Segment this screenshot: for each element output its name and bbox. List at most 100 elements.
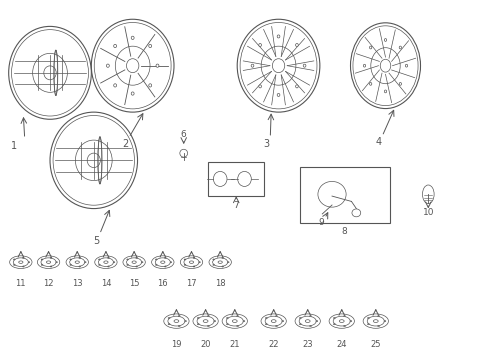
Ellipse shape (113, 44, 116, 48)
Text: 20: 20 (200, 340, 210, 349)
Ellipse shape (164, 257, 166, 258)
Ellipse shape (309, 316, 311, 317)
Text: 23: 23 (302, 340, 312, 349)
Ellipse shape (126, 264, 128, 265)
Text: 12: 12 (43, 279, 54, 288)
Text: 25: 25 (370, 340, 380, 349)
Ellipse shape (207, 325, 209, 327)
Text: 6: 6 (181, 130, 186, 139)
Ellipse shape (193, 266, 194, 267)
Ellipse shape (277, 94, 279, 96)
Ellipse shape (299, 318, 301, 319)
Ellipse shape (131, 36, 134, 40)
Ellipse shape (156, 64, 159, 67)
Text: 5: 5 (93, 236, 99, 246)
Ellipse shape (212, 259, 214, 260)
Ellipse shape (405, 64, 407, 67)
Ellipse shape (164, 266, 166, 267)
Text: 17: 17 (186, 279, 196, 288)
Ellipse shape (107, 266, 109, 267)
Text: 11: 11 (16, 279, 26, 288)
Ellipse shape (131, 92, 134, 95)
Ellipse shape (398, 82, 401, 85)
Ellipse shape (333, 324, 335, 325)
Ellipse shape (384, 90, 386, 93)
Ellipse shape (258, 44, 261, 46)
Ellipse shape (136, 257, 137, 258)
Ellipse shape (148, 44, 151, 48)
Text: 2: 2 (122, 139, 128, 149)
Text: 1: 1 (10, 141, 17, 151)
Text: 21: 21 (229, 340, 240, 349)
Ellipse shape (275, 316, 277, 317)
Ellipse shape (384, 39, 386, 41)
Ellipse shape (79, 257, 81, 258)
Ellipse shape (251, 64, 253, 67)
Ellipse shape (22, 266, 24, 267)
Ellipse shape (50, 257, 52, 258)
Text: 14: 14 (101, 279, 111, 288)
Ellipse shape (265, 318, 266, 319)
Ellipse shape (367, 324, 368, 325)
Ellipse shape (126, 259, 128, 260)
Ellipse shape (14, 264, 15, 265)
Ellipse shape (50, 266, 52, 267)
Ellipse shape (343, 316, 345, 317)
Ellipse shape (107, 257, 109, 258)
Ellipse shape (377, 325, 379, 327)
Ellipse shape (377, 316, 379, 317)
Ellipse shape (41, 259, 43, 260)
Text: 22: 22 (268, 340, 278, 349)
Ellipse shape (155, 259, 157, 260)
Ellipse shape (369, 82, 371, 85)
Text: 16: 16 (157, 279, 168, 288)
Ellipse shape (70, 259, 71, 260)
Ellipse shape (222, 257, 223, 258)
Ellipse shape (398, 46, 401, 49)
Ellipse shape (184, 264, 185, 265)
Ellipse shape (168, 318, 170, 319)
Text: 24: 24 (336, 340, 346, 349)
Ellipse shape (178, 325, 180, 327)
Ellipse shape (367, 318, 368, 319)
Ellipse shape (226, 324, 228, 325)
Ellipse shape (207, 316, 209, 317)
Ellipse shape (236, 316, 238, 317)
Ellipse shape (295, 44, 298, 46)
Ellipse shape (70, 264, 71, 265)
Ellipse shape (113, 84, 116, 87)
Ellipse shape (178, 316, 180, 317)
Text: 10: 10 (422, 208, 433, 217)
Text: 13: 13 (72, 279, 82, 288)
Ellipse shape (148, 84, 151, 87)
Ellipse shape (168, 324, 170, 325)
Ellipse shape (197, 318, 199, 319)
Text: 3: 3 (263, 139, 269, 149)
Ellipse shape (155, 264, 157, 265)
Ellipse shape (79, 266, 81, 267)
Ellipse shape (236, 325, 238, 327)
Ellipse shape (99, 264, 100, 265)
Ellipse shape (265, 324, 266, 325)
Ellipse shape (369, 46, 371, 49)
Ellipse shape (258, 85, 261, 88)
Ellipse shape (193, 257, 194, 258)
Ellipse shape (99, 259, 100, 260)
Ellipse shape (226, 318, 228, 319)
Ellipse shape (106, 64, 109, 67)
Ellipse shape (303, 64, 305, 67)
Ellipse shape (22, 257, 24, 258)
Text: 9: 9 (318, 218, 324, 227)
Ellipse shape (333, 318, 335, 319)
Ellipse shape (299, 324, 301, 325)
Ellipse shape (343, 325, 345, 327)
Text: 7: 7 (233, 201, 239, 210)
Text: 19: 19 (171, 340, 182, 349)
Ellipse shape (14, 259, 15, 260)
Ellipse shape (136, 266, 137, 267)
Ellipse shape (277, 35, 279, 38)
Text: 4: 4 (374, 138, 381, 148)
Ellipse shape (212, 264, 214, 265)
Ellipse shape (197, 324, 199, 325)
Ellipse shape (41, 264, 43, 265)
